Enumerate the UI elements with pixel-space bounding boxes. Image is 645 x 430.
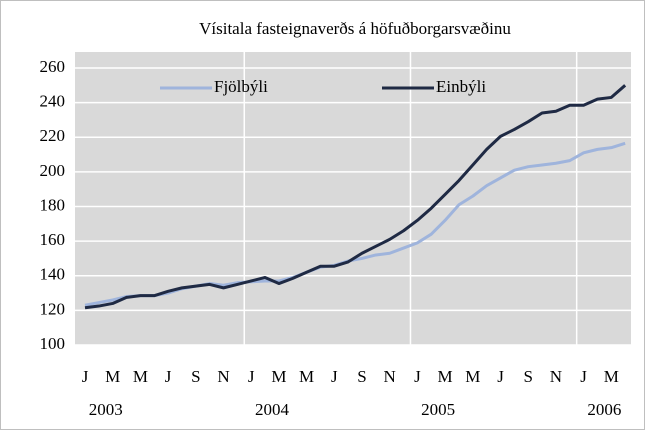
x-tick-label: J: [331, 367, 338, 386]
year-label: 2003: [89, 400, 123, 419]
x-tick-label: M: [133, 367, 148, 386]
x-tick-label: N: [384, 367, 396, 386]
x-tick-label: M: [604, 367, 619, 386]
x-tick-label: J: [165, 367, 172, 386]
y-tick-label: 180: [40, 195, 66, 214]
y-tick-label: 260: [40, 57, 66, 76]
x-tick-label: J: [82, 367, 89, 386]
year-label: 2005: [421, 400, 455, 419]
x-tick-label: S: [191, 367, 200, 386]
x-tick-label: S: [357, 367, 366, 386]
x-tick-label: J: [414, 367, 421, 386]
x-tick-label: J: [580, 367, 587, 386]
x-tick-label: N: [550, 367, 562, 386]
year-label: 2006: [587, 400, 621, 419]
x-tick-label: J: [248, 367, 255, 386]
y-tick-label: 100: [40, 334, 66, 353]
legend-label: Einbýli: [436, 77, 486, 96]
x-tick-label: M: [299, 367, 314, 386]
y-tick-label: 220: [40, 126, 66, 145]
y-tick-label: 200: [40, 161, 66, 180]
x-tick-label: M: [465, 367, 480, 386]
legend-label: Fjölbýli: [214, 77, 268, 96]
y-tick-label: 160: [40, 230, 66, 249]
x-tick-label: N: [217, 367, 229, 386]
y-tick-label: 240: [40, 92, 66, 111]
x-tick-label: M: [271, 367, 286, 386]
x-tick-label: S: [523, 367, 532, 386]
x-tick-label: M: [438, 367, 453, 386]
x-tick-label: J: [497, 367, 504, 386]
year-label: 2004: [255, 400, 290, 419]
plot-area: [75, 52, 631, 345]
y-tick-label: 140: [40, 265, 66, 284]
y-tick-label: 120: [40, 299, 66, 318]
series-line: [84, 84, 627, 310]
chart-title: Vísitala fasteignaverðs á höfuðborgarsvæ…: [199, 19, 511, 38]
x-tick-label: M: [105, 367, 120, 386]
